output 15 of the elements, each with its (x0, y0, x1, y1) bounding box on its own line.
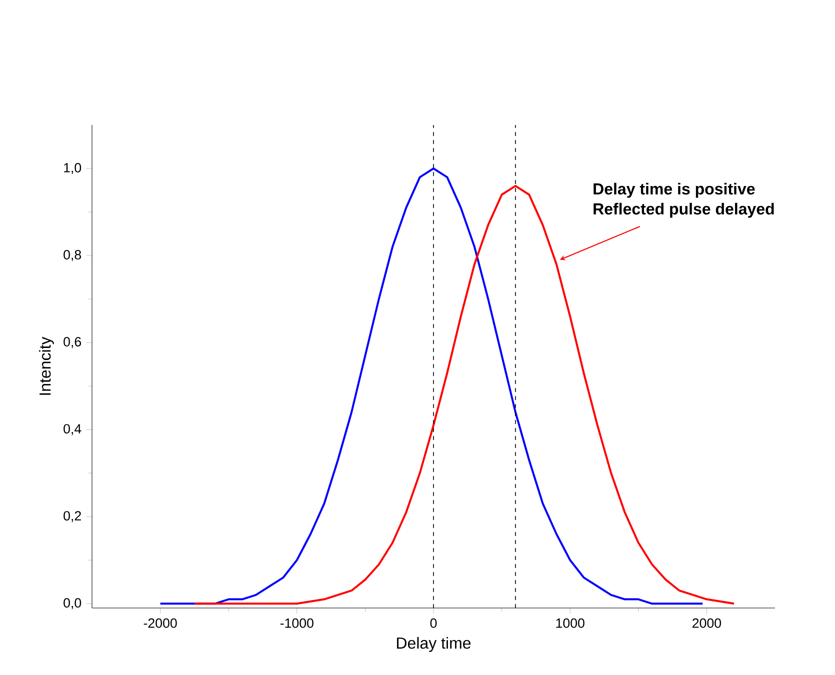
annotation: Delay time is positive (594, 182, 755, 198)
y-tick-label: 0,8 (64, 250, 82, 262)
y-tick-label: 0,4 (64, 424, 82, 436)
x-axis-title: Delay time (397, 637, 471, 652)
y-tick-label: 1,0 (64, 163, 82, 174)
annotation: Reflected pulse delayed (594, 202, 774, 218)
x-tick-label: -2000 (144, 618, 177, 628)
y-tick-label: 0,0 (64, 598, 82, 610)
x-tick-label: -1000 (280, 618, 314, 628)
x-tick-label: 1000 (556, 618, 584, 628)
y-tick-label: 0,6 (64, 337, 82, 348)
y-axis-title: Intencity (39, 336, 54, 395)
x-tick-label: 2000 (692, 618, 722, 628)
y-tick-label: 0,2 (64, 511, 81, 522)
x-tick-label: 0 (430, 618, 437, 628)
